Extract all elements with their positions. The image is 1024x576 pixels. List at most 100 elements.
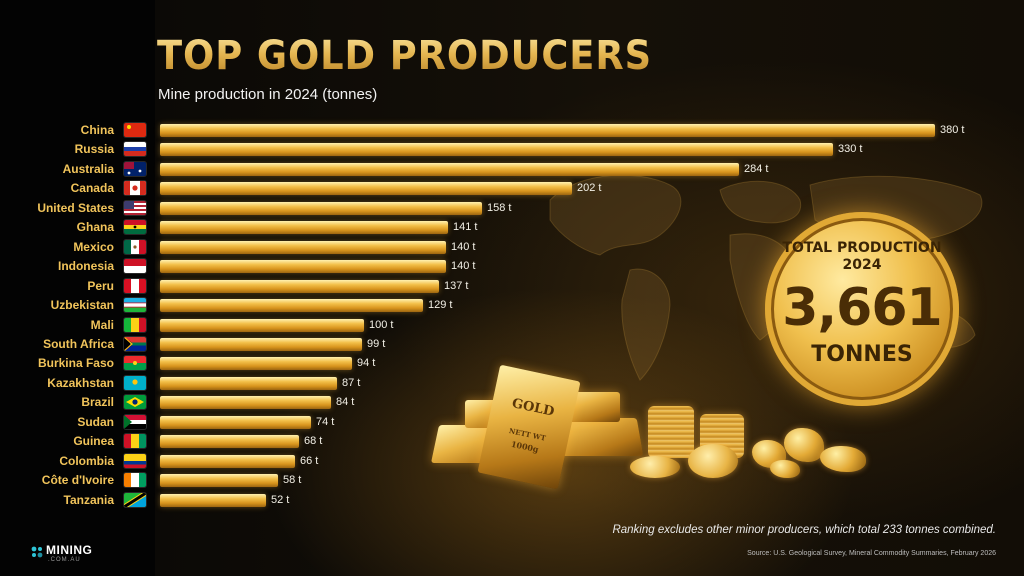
bar-value-label: 100 t (369, 318, 394, 331)
flag-burkina-faso-icon (124, 356, 146, 371)
bar-value-label: 380 t (940, 124, 965, 136)
bar-value-label: 74 t (316, 415, 335, 428)
logo-dots-icon (31, 546, 43, 558)
bar-value-label: 140 t (451, 260, 476, 273)
bar-china (160, 124, 935, 137)
bar-brazil (160, 396, 331, 410)
country-label: Australia (62, 161, 114, 176)
chart-subtitle: Mine production in 2024 (tonnes) (158, 86, 378, 103)
gold-nugget (784, 428, 824, 462)
country-label: Indonesia (57, 259, 114, 274)
bar-value-label: 99 t (367, 337, 386, 350)
country-label: Kazakhstan (47, 375, 114, 390)
medallion-label-line1: TOTAL PRODUCTION (782, 240, 942, 256)
medallion-value: 3,661 (782, 278, 942, 338)
flag-indonesia-icon (124, 259, 146, 274)
flag-cote-divoire-icon (124, 473, 146, 488)
flag-mali-icon (124, 317, 146, 332)
bar-guinea (160, 435, 299, 449)
country-label: Tanzania (63, 492, 114, 507)
bar-sudan (160, 415, 311, 429)
flag-colombia-icon (124, 453, 146, 468)
logo-wordmark: MINING (46, 543, 93, 557)
flag-canada-icon (124, 181, 146, 196)
country-label: United States (37, 200, 114, 215)
bar-value-label: 52 t (271, 493, 290, 506)
country-label: South Africa (43, 336, 114, 351)
bar-australia (160, 162, 739, 176)
bar-mexico (160, 240, 446, 254)
flag-china-icon (124, 123, 146, 137)
coin-stack (648, 406, 694, 458)
bar-value-label: 66 t (300, 454, 319, 467)
source-credit: Source: U.S. Geological Survey, Mineral … (747, 550, 996, 557)
flag-kazakhstan-icon (124, 375, 146, 390)
country-label: Ghana (76, 220, 114, 235)
country-label: Uzbekistan (50, 298, 114, 313)
bar-value-label: 141 t (453, 221, 478, 234)
footnote: Ranking excludes other minor producers, … (612, 524, 996, 536)
logo-suffix: .COM.AU (48, 557, 81, 563)
bar-value-label: 58 t (283, 474, 302, 487)
bar-value-label: 140 t (451, 240, 476, 253)
country-label: Guinea (73, 434, 114, 449)
bar-indonesia (160, 260, 446, 274)
country-label: Peru (87, 278, 114, 293)
bar-ghana (160, 221, 448, 235)
bar-colombia (160, 454, 295, 468)
country-label: Brazil (81, 395, 114, 410)
country-label: Mexico (73, 239, 114, 254)
flag-mexico-icon (124, 239, 146, 254)
bar-peru (160, 279, 439, 293)
ingot-stamp-line: GOLD (510, 396, 556, 420)
country-label: Mali (90, 317, 114, 332)
bar-c-te-d-ivoire (160, 474, 278, 488)
country-label: Canada (70, 181, 114, 196)
bar-value-label: 137 t (444, 279, 469, 292)
bar-value-label: 158 t (487, 201, 512, 214)
flag-united-states-icon (124, 200, 146, 215)
bar-value-label: 202 t (577, 182, 602, 195)
total-production-medallion: TOTAL PRODUCTION 2024 3,661 TONNES (765, 212, 959, 406)
bar-value-label: 330 t (838, 143, 863, 156)
gold-coin (630, 456, 680, 478)
bar-value-label: 129 t (428, 299, 453, 312)
bar-tanzania (160, 493, 266, 507)
flag-tanzania-icon (124, 492, 146, 507)
country-label: Côte d'Ivoire (41, 473, 114, 488)
country-label: China (80, 123, 114, 137)
bar-kazakhstan (160, 376, 337, 390)
flag-south-africa-icon (124, 336, 146, 351)
gold-ingot-main: GOLD NETT WT 1000g (477, 364, 581, 490)
medallion-label: TOTAL PRODUCTION 2024 (765, 240, 959, 274)
bar-value-label: 84 t (336, 396, 355, 409)
flag-ghana-icon (124, 220, 146, 235)
bar-value-label: 87 t (342, 376, 361, 389)
flag-russia-icon (124, 142, 146, 157)
country-label: Sudan (77, 414, 114, 429)
flag-guinea-icon (124, 434, 146, 449)
country-label: Burkina Faso (37, 356, 114, 371)
bar-value-label: 68 t (304, 435, 323, 448)
bar-value-label: 94 t (357, 357, 376, 370)
gold-coin (688, 444, 738, 478)
gold-nugget (820, 446, 866, 472)
bar-russia (160, 143, 833, 157)
bar-burkina-faso (160, 357, 352, 371)
flag-australia-icon (124, 161, 146, 176)
bar-united-states (160, 201, 482, 215)
bar-uzbekistan (160, 299, 423, 313)
medallion-label-line2: 2024 (842, 257, 882, 273)
country-label: Colombia (59, 453, 114, 468)
flag-peru-icon (124, 278, 146, 293)
gold-nugget (770, 460, 800, 478)
flag-sudan-icon (124, 414, 146, 429)
chart-title: TOP GOLD PRODUCERS (157, 33, 653, 79)
flag-brazil-icon (124, 395, 146, 410)
country-label: Russia (74, 142, 114, 157)
bar-mali (160, 318, 364, 332)
flag-uzbekistan-icon (124, 298, 146, 313)
bar-canada (160, 182, 572, 196)
medallion-unit: TONNES (811, 342, 913, 367)
